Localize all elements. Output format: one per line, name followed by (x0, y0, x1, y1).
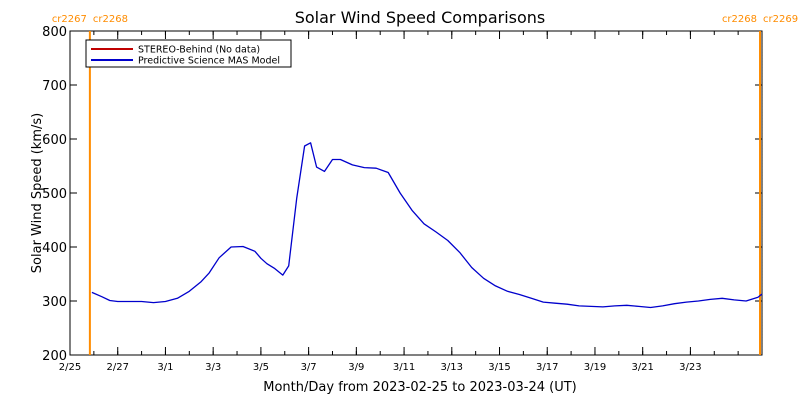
x-tick-label: 3/13 (441, 362, 463, 373)
y-axis-title: Solar Wind Speed (km/s) (30, 113, 45, 273)
rotation-label-before: cr2268 (722, 14, 757, 25)
x-tick-label: 3/1 (157, 362, 173, 373)
x-tick-label: 3/5 (253, 362, 269, 373)
x-tick-label: 3/15 (488, 362, 510, 373)
x-tick-label: 3/11 (393, 362, 415, 373)
y-tick-label: 800 (42, 25, 67, 40)
x-tick-label: 3/21 (631, 362, 653, 373)
y-axis: 200 300 400 500 600 700 800 (42, 25, 762, 364)
x-tick-label: 2/25 (59, 362, 81, 373)
rotation-markers: cr2267 cr2268 cr2268 cr2269 (52, 14, 798, 355)
y-tick-label: 200 (42, 349, 67, 364)
x-tick-label: 3/9 (348, 362, 364, 373)
y-tick-label: 500 (42, 187, 67, 202)
y-tick-label: 700 (42, 79, 67, 94)
rotation-label-before: cr2267 (52, 14, 87, 25)
y-tick-label: 300 (42, 295, 67, 310)
x-tick-label: 3/3 (205, 362, 221, 373)
series-line-mas-model (91, 142, 763, 309)
legend-label: STEREO-Behind (No data) (138, 45, 260, 56)
x-tick-label: 3/17 (536, 362, 558, 373)
x-tick-label: 3/7 (301, 362, 317, 373)
legend: STEREO-Behind (No data)Predictive Scienc… (85, 39, 292, 68)
rotation-label-after: cr2268 (93, 14, 128, 25)
rotation-label-after: cr2269 (763, 14, 798, 25)
legend-label: Predictive Science MAS Model (138, 56, 280, 67)
chart-title: Solar Wind Speed Comparisons (295, 8, 546, 27)
legend-box (85, 39, 292, 68)
x-axis: 2/25 2/27 3/1 3/3 3/5 3/7 3/9 3/11 3/13 3/15 3/17 3… (59, 31, 763, 373)
series-lines (91, 142, 763, 309)
x-tick-label: 3/23 (679, 362, 701, 373)
y-tick-label: 400 (42, 241, 67, 256)
y-tick-label: 600 (42, 133, 67, 148)
x-axis-title: Month/Day from 2023-02-25 to 2023-03-24 … (263, 380, 576, 395)
x-tick-label: 2/27 (106, 362, 128, 373)
x-tick-label: 3/19 (584, 362, 606, 373)
